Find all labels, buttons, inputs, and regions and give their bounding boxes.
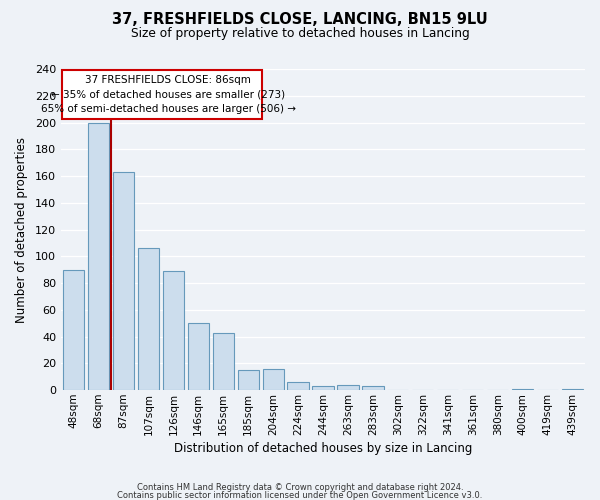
Bar: [238, 370, 259, 390]
Text: 37, FRESHFIELDS CLOSE, LANCING, BN15 9LU: 37, FRESHFIELDS CLOSE, LANCING, BN15 9LU: [112, 12, 488, 28]
Bar: [337, 385, 359, 390]
Bar: [512, 389, 533, 390]
Bar: [63, 270, 84, 390]
Bar: [212, 332, 234, 390]
Bar: [138, 248, 159, 390]
Bar: [287, 382, 308, 390]
X-axis label: Distribution of detached houses by size in Lancing: Distribution of detached houses by size …: [174, 442, 472, 455]
Bar: [163, 271, 184, 390]
FancyBboxPatch shape: [62, 70, 262, 118]
Text: Size of property relative to detached houses in Lancing: Size of property relative to detached ho…: [131, 28, 469, 40]
Text: Contains public sector information licensed under the Open Government Licence v3: Contains public sector information licen…: [118, 492, 482, 500]
Bar: [88, 122, 109, 390]
Bar: [313, 386, 334, 390]
Bar: [362, 386, 383, 390]
Text: 37 FRESHFIELDS CLOSE: 86sqm
← 35% of detached houses are smaller (273)
65% of se: 37 FRESHFIELDS CLOSE: 86sqm ← 35% of det…: [41, 75, 296, 114]
Y-axis label: Number of detached properties: Number of detached properties: [15, 136, 28, 322]
Bar: [113, 172, 134, 390]
Bar: [188, 323, 209, 390]
Bar: [263, 368, 284, 390]
Bar: [562, 389, 583, 390]
Text: Contains HM Land Registry data © Crown copyright and database right 2024.: Contains HM Land Registry data © Crown c…: [137, 483, 463, 492]
